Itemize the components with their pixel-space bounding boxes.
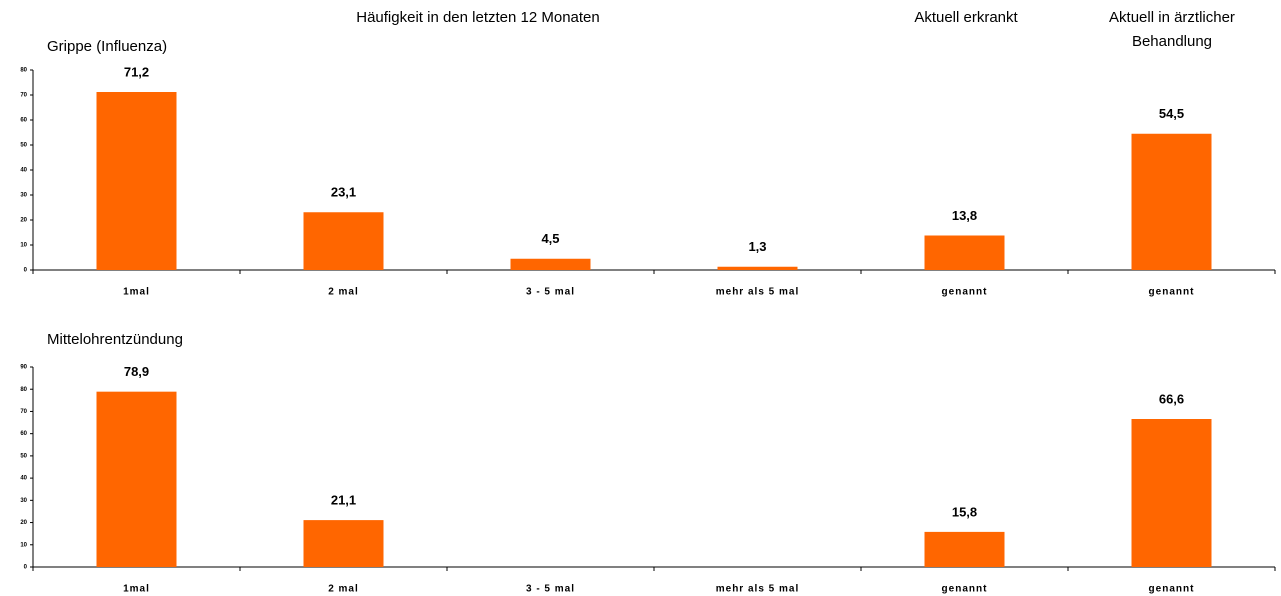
y-tick-label: 70	[20, 409, 27, 415]
y-tick-label: 20	[20, 218, 27, 224]
bar	[1131, 133, 1212, 270]
y-tick-label: 20	[20, 520, 27, 526]
x-tick-label: genannt	[1149, 584, 1195, 595]
y-tick-label: 80	[20, 68, 27, 74]
x-tick-label: genannt	[1149, 287, 1195, 298]
y-tick-label: 30	[20, 193, 27, 199]
bar	[924, 531, 1005, 567]
x-tick-label: 1mal	[123, 584, 150, 595]
y-tick-label: 10	[20, 243, 27, 249]
bar	[924, 235, 1005, 270]
y-tick-label: 60	[20, 118, 27, 124]
value-label: 66,6	[1159, 391, 1184, 406]
x-tick-label: 2 mal	[328, 287, 359, 298]
y-tick-label: 0	[24, 565, 28, 571]
y-tick-label: 50	[20, 143, 27, 149]
bar	[717, 266, 798, 270]
y-tick-label: 0	[24, 268, 28, 274]
value-label: 78,9	[124, 364, 149, 379]
x-tick-label: 3 - 5 mal	[526, 287, 575, 298]
x-tick-label: mehr als 5 mal	[716, 287, 799, 298]
x-tick-label: 3 - 5 mal	[526, 584, 575, 595]
y-tick-label: 10	[20, 542, 27, 548]
bar	[96, 92, 177, 270]
chart-title: Grippe (Influenza)	[47, 38, 167, 55]
x-tick-label: 2 mal	[328, 584, 359, 595]
value-label: 23,1	[331, 185, 356, 200]
value-label: 1,3	[748, 239, 766, 254]
y-tick-label: 30	[20, 498, 27, 504]
y-tick-label: 50	[20, 453, 27, 459]
chart-title: Mittelohrentzündung	[47, 331, 183, 348]
value-label: 71,2	[124, 64, 149, 79]
bar	[1131, 419, 1212, 567]
column-header: Aktuell erkrankt	[914, 9, 1018, 26]
y-tick-label: 70	[20, 93, 27, 99]
x-tick-label: genannt	[942, 287, 988, 298]
y-tick-label: 40	[20, 168, 27, 174]
y-tick-label: 90	[20, 365, 27, 371]
x-tick-label: 1mal	[123, 287, 150, 298]
value-label: 54,5	[1159, 106, 1184, 121]
y-tick-label: 80	[20, 387, 27, 393]
bar	[510, 258, 591, 270]
x-tick-label: mehr als 5 mal	[716, 584, 799, 595]
y-tick-label: 40	[20, 476, 27, 482]
column-header: Häufigkeit in den letzten 12 Monaten	[356, 9, 600, 26]
x-tick-label: genannt	[942, 584, 988, 595]
value-label: 15,8	[952, 504, 977, 519]
bar	[303, 520, 384, 567]
bar	[96, 391, 177, 567]
column-header: Aktuell in ärztlicher Behandlung	[1109, 9, 1235, 50]
y-tick-label: 60	[20, 431, 27, 437]
value-label: 13,8	[952, 208, 977, 223]
value-label: 21,1	[331, 493, 356, 508]
value-label: 4,5	[541, 231, 559, 246]
bar	[303, 212, 384, 270]
